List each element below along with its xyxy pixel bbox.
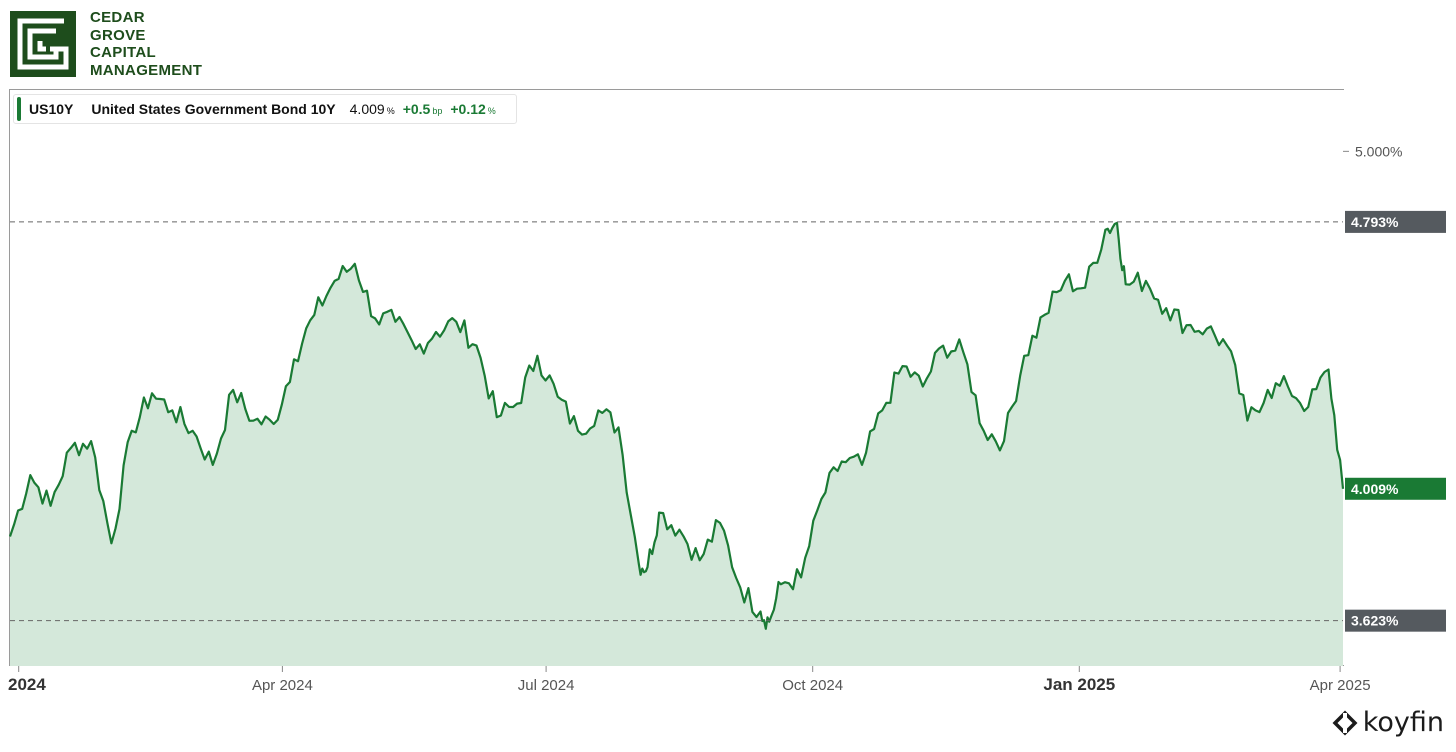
logo-mark-icon: [10, 11, 76, 77]
y-tick-label: 5.000%: [1355, 143, 1402, 159]
reference-label-bg: [1345, 609, 1446, 632]
legend-security-name: United States Government Bond 10Y: [91, 101, 336, 117]
x-tick-label: Jul 2024: [518, 677, 575, 694]
x-tick-label: 2024: [8, 675, 46, 694]
legend-change-pct-value: +0.12: [450, 101, 486, 117]
series-color-swatch: [17, 97, 21, 121]
legend-price: 4.009%: [350, 101, 395, 117]
koyfin-brand: koyfin: [1331, 707, 1444, 738]
chart-legend[interactable]: US10Y United States Government Bond 10Y …: [13, 94, 517, 124]
x-tick-label: Apr 2025: [1310, 677, 1371, 694]
current-price-label: 4.009%: [1351, 481, 1399, 497]
koyfin-wordmark: koyfin: [1362, 707, 1444, 738]
x-tick-label: Oct 2024: [782, 677, 843, 694]
current-price-label-bg: [1345, 477, 1446, 500]
legend-change-bp-value: +0.5: [402, 101, 431, 117]
series-area-fill: [10, 222, 1343, 666]
koyfin-logo-icon: [1332, 710, 1358, 735]
legend-price-unit: %: [386, 106, 395, 116]
legend-change-pct-unit: %: [487, 106, 496, 116]
x-tick-label: Jan 2025: [1043, 675, 1115, 694]
x-tick-label: Apr 2024: [252, 677, 313, 694]
reference-label-high: 4.793%: [1351, 214, 1399, 230]
legend-price-value: 4.009: [349, 101, 385, 117]
legend-change-pct: +0.12%: [450, 101, 495, 117]
legend-symbol: US10Y: [29, 101, 74, 117]
legend-change-bp-unit: bp: [432, 106, 443, 116]
series-line-us10y: [8, 221, 1345, 630]
logo-wordmark: CEDAR GROVE CAPITAL MANAGEMENT: [90, 9, 202, 79]
logo-line-3: CAPITAL: [90, 44, 156, 61]
legend-change-bp: +0.5 bp: [403, 101, 443, 117]
company-logo: CEDAR GROVE CAPITAL MANAGEMENT: [8, 8, 218, 80]
logo-line-4: MANAGEMENT: [90, 61, 203, 79]
reference-label-bg: [1345, 210, 1446, 233]
reference-label-low: 3.623%: [1351, 613, 1399, 629]
logo-line-1: CEDAR: [90, 9, 145, 26]
logo-line-2: GROVE: [90, 26, 146, 44]
